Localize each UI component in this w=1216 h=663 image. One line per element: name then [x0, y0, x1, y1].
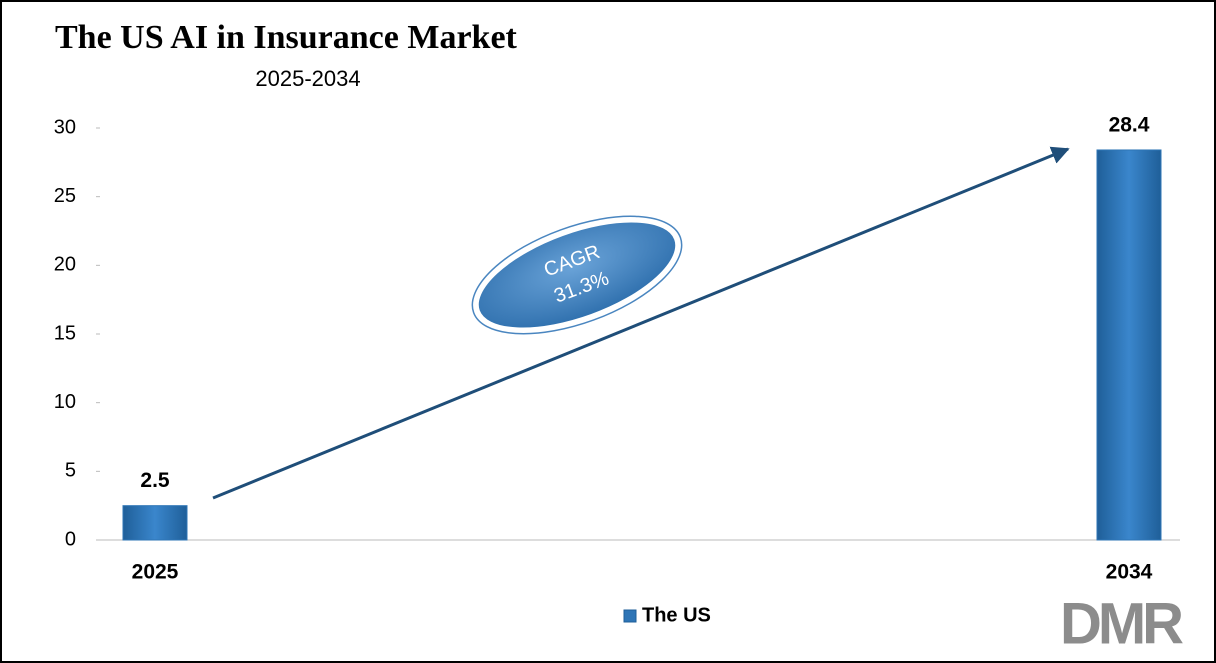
legend-label: The US: [642, 604, 711, 626]
value-label: 28.4: [1109, 114, 1150, 137]
y-tick-label: 10: [54, 391, 76, 413]
value-label: 2.5: [140, 469, 170, 492]
y-tick-label: 5: [65, 460, 76, 482]
chart-subtitle: 2025-2034: [255, 66, 360, 91]
cagr-ellipse: [473, 217, 681, 333]
y-tick-label: 25: [54, 185, 76, 207]
y-tick-label: 0: [65, 528, 76, 550]
legend-swatch: [623, 609, 637, 623]
logo-text: DMR: [1060, 591, 1183, 656]
logo: DMR: [1060, 591, 1187, 656]
cagr-badge: CAGR 31.3%: [471, 215, 683, 335]
y-tick-label: 20: [54, 254, 76, 276]
y-tick-label: 30: [54, 116, 76, 138]
y-tick-label: 15: [54, 322, 76, 344]
trend-arrow: [212, 146, 1070, 500]
bar: [122, 505, 188, 541]
bar: [1096, 149, 1162, 541]
cagr-outline: [471, 215, 683, 335]
x-tick-label: 2034: [1106, 561, 1153, 584]
chart-title: The US AI in Insurance Market: [55, 19, 518, 56]
x-tick-label: 2025: [132, 561, 179, 584]
